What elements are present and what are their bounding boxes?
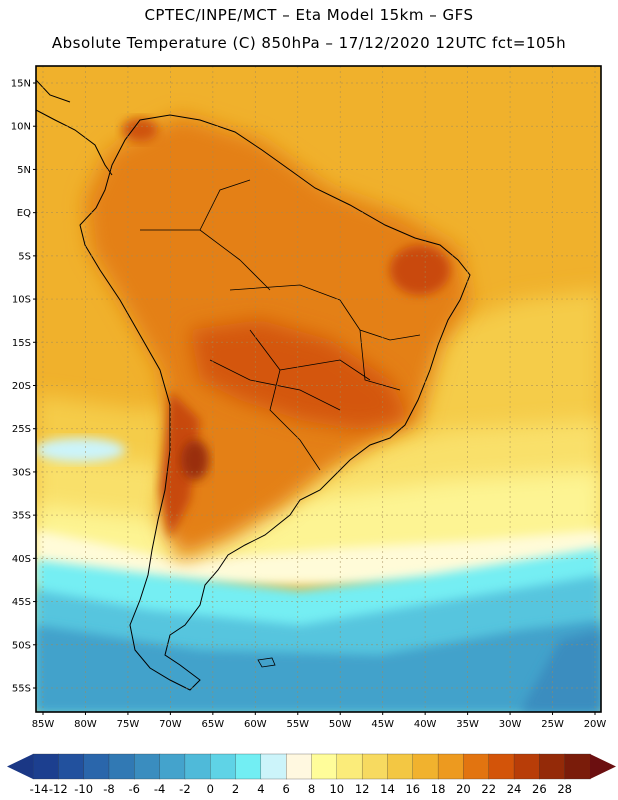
falklands-outline <box>257 657 276 668</box>
colorbar-cell <box>210 753 237 780</box>
colorbar-cell <box>235 753 262 780</box>
colorbar-label: -10 <box>74 782 93 796</box>
temperature-band-minus4 <box>36 620 601 712</box>
colorbar-label: 28 <box>557 782 572 796</box>
graticule-grid <box>36 66 601 712</box>
chart-title-line-1: CPTEC/INPE/MCT – Eta Model 15km – GFS <box>144 6 474 24</box>
temperature-pocket-4 <box>36 438 125 462</box>
temperature-hotspot-ne-brazil <box>390 245 450 295</box>
temperature-band-minus6 <box>520 630 601 712</box>
colorbar-cell <box>83 753 110 780</box>
colorbar-cell <box>437 753 465 780</box>
colorbar-under-arrow <box>7 754 33 779</box>
colorbar-label: -8 <box>103 782 114 796</box>
latitude-label: 10N <box>11 122 31 133</box>
longitude-label: 40W <box>414 719 437 730</box>
colorbar-cell <box>286 753 313 780</box>
latitude-label: 5N <box>17 165 31 176</box>
colorbar-label: 20 <box>456 782 471 796</box>
latitude-label: EQ <box>17 208 31 219</box>
colorbar-cells <box>32 753 591 780</box>
longitude-label: 65W <box>202 719 225 730</box>
colorbar-cell <box>260 753 287 780</box>
country-borders <box>140 179 421 471</box>
colorbar-label: -6 <box>129 782 140 796</box>
colorbar-label: 10 <box>329 782 344 796</box>
colorbar-label: 26 <box>532 782 547 796</box>
colorbar-cell <box>311 753 338 780</box>
colorbar-label: 4 <box>257 782 264 796</box>
colorbar-labels: -14 -12 -10 -8 -6 -4 -2 0 2 4 6 8 10 12 14 16 18 20 22 24 26… <box>30 782 572 796</box>
longitude-label: 60W <box>244 719 267 730</box>
colorbar-cell <box>564 753 591 780</box>
colorbar-label: 8 <box>308 782 315 796</box>
longitude-label: 50W <box>329 719 352 730</box>
colorbar-cell <box>488 753 515 780</box>
latitude-label: 5S <box>18 251 31 262</box>
colorbar-label: 6 <box>283 782 290 796</box>
temperature-band-22 <box>190 320 410 430</box>
colorbar-cell <box>539 753 566 780</box>
colorbar-cell <box>336 753 363 780</box>
longitude-label: 30W <box>499 719 522 730</box>
temperature-hotspot-colombia <box>122 118 158 142</box>
colorbar: -14 -12 -10 -8 -6 -4 -2 0 2 4 6 8 10 12 14 16 18 20 22 24 26… <box>7 753 616 796</box>
colorbar-cell <box>387 753 414 780</box>
colorbar-label: 16 <box>405 782 420 796</box>
chart-title-line-2: Absolute Temperature (C) 850hPa – 17/12/… <box>51 34 567 52</box>
colorbar-label: -4 <box>154 782 165 796</box>
latitude-label: 45S <box>12 597 31 608</box>
colorbar-label: 22 <box>481 782 496 796</box>
latitude-label: 20S <box>12 381 31 392</box>
longitude-label: 80W <box>74 719 97 730</box>
longitude-label: 45W <box>371 719 394 730</box>
latitude-labels: 15N 10N 5N EQ 5S 10S 15S 20S 25S 30S 35S 40S 45S 50S 5… <box>11 79 36 695</box>
colorbar-label: 14 <box>380 782 395 796</box>
latitude-label: 30S <box>12 467 31 478</box>
colorbar-label: 24 <box>507 782 522 796</box>
latitude-label: 15S <box>12 338 31 349</box>
longitude-label: 20W <box>584 719 607 730</box>
latitude-label: 40S <box>12 554 31 565</box>
map-frame <box>35 65 602 713</box>
temperature-map: 15N 10N 5N EQ 5S 10S 15S 20S 25S 30S 35S 40S 45S 50S 5… <box>11 65 607 730</box>
south-america-coastline <box>79 114 471 691</box>
colorbar-over-arrow <box>590 754 616 779</box>
temperature-peak-24 <box>181 440 209 480</box>
longitude-label: 35W <box>456 719 479 730</box>
longitude-label: 70W <box>159 719 182 730</box>
latitude-label: 35S <box>12 511 31 522</box>
colorbar-label: 0 <box>207 782 214 796</box>
latitude-label: 15N <box>11 79 31 90</box>
latitude-label: 50S <box>12 640 31 651</box>
colorbar-label: -14 <box>30 782 49 796</box>
latitude-label: 25S <box>12 424 31 435</box>
colorbar-label: 18 <box>431 782 446 796</box>
map-field <box>36 66 601 712</box>
longitude-label: 25W <box>541 719 564 730</box>
colorbar-label: -12 <box>49 782 68 796</box>
colorbar-cell <box>159 753 186 780</box>
colorbar-cell <box>361 753 389 780</box>
longitude-labels: 85W 80W 75W 70W 65W 60W 55W 50W 45W 40W 35W 30W 25W 2… <box>32 712 607 730</box>
latitude-label: 10S <box>12 295 31 306</box>
colorbar-cell <box>58 753 85 780</box>
colorbar-cell <box>463 753 490 780</box>
colorbar-cell <box>108 753 135 780</box>
colorbar-label: 12 <box>355 782 370 796</box>
colorbar-cell <box>184 753 211 780</box>
colorbar-label: -2 <box>179 782 190 796</box>
latitude-label: 55S <box>12 684 31 695</box>
colorbar-cell <box>513 753 541 780</box>
colorbar-label: 2 <box>232 782 239 796</box>
central-america-coastline <box>36 79 113 176</box>
colorbar-cell <box>134 753 161 780</box>
longitude-label: 85W <box>32 719 55 730</box>
colorbar-cell <box>412 753 439 780</box>
longitude-label: 75W <box>117 719 140 730</box>
colorbar-cell <box>32 753 59 780</box>
longitude-label: 55W <box>286 719 309 730</box>
